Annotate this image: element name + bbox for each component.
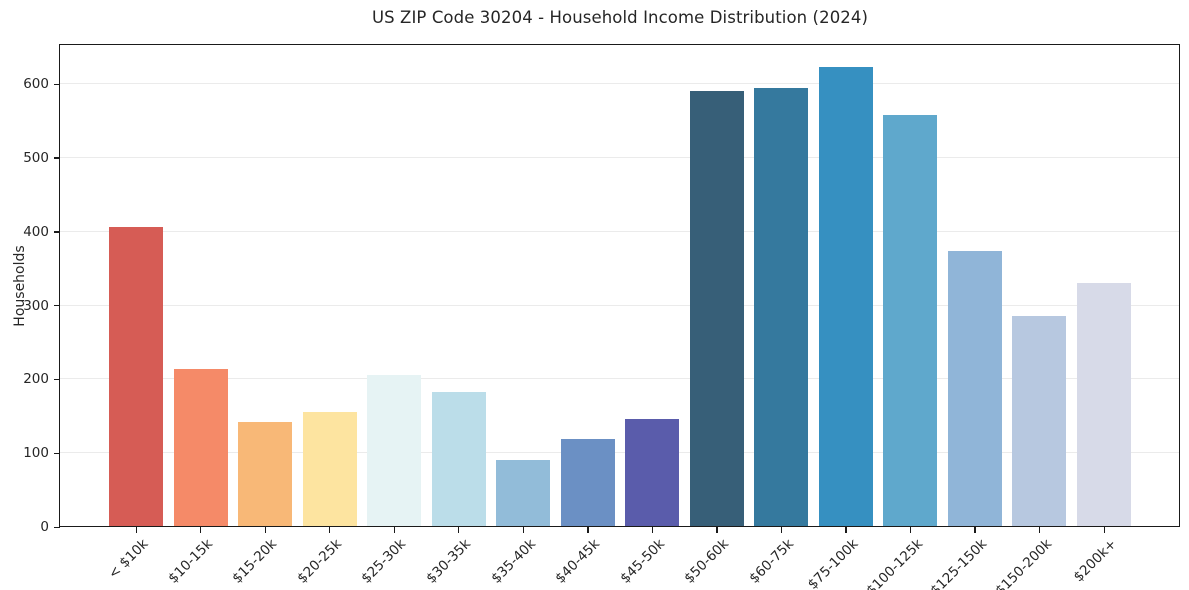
y-tick-mark xyxy=(54,83,60,85)
y-tick-mark xyxy=(54,305,60,307)
x-tick-label: $30-35k xyxy=(423,536,474,587)
bar xyxy=(173,368,228,526)
gridline xyxy=(60,156,1179,158)
x-tick-mark xyxy=(974,527,976,533)
bar xyxy=(883,114,938,526)
x-tick-mark xyxy=(393,527,395,533)
y-tick-label: 400 xyxy=(23,223,49,240)
x-tick-mark xyxy=(651,527,654,533)
bar xyxy=(367,374,422,526)
gridline xyxy=(60,230,1179,232)
bar xyxy=(754,88,809,526)
gridline xyxy=(60,304,1179,306)
bar xyxy=(560,438,615,526)
x-tick-label: $15-20k xyxy=(229,536,281,587)
x-tick-label: $75-100k xyxy=(804,536,862,590)
x-tick-label: $20-25k xyxy=(294,536,345,587)
y-tick-label: 300 xyxy=(23,297,49,314)
x-tick-label: $200k+ xyxy=(1070,536,1120,586)
bar xyxy=(496,459,551,526)
y-tick-label: 500 xyxy=(23,149,49,166)
y-axis-label: Households xyxy=(12,245,28,327)
plot-area xyxy=(59,44,1180,527)
x-tick-mark xyxy=(264,527,266,533)
gridline xyxy=(60,83,1179,85)
y-tick-mark xyxy=(54,157,60,159)
y-tick-mark xyxy=(54,378,60,381)
x-tick-mark xyxy=(716,527,718,533)
y-tick-mark xyxy=(54,452,60,454)
y-tick-label: 200 xyxy=(23,371,49,388)
bar xyxy=(947,250,1002,526)
x-tick-mark xyxy=(135,527,137,533)
bar xyxy=(818,66,873,526)
x-tick-label: $60-75k xyxy=(745,536,797,587)
x-tick-mark xyxy=(1103,527,1105,533)
x-tick-mark xyxy=(845,527,847,533)
x-tick-label: $150-200k xyxy=(991,536,1055,590)
bar xyxy=(109,227,163,526)
bar xyxy=(238,421,293,526)
x-tick-mark xyxy=(780,527,783,533)
x-tick-label: $40-45k xyxy=(552,536,604,587)
x-tick-mark xyxy=(587,527,589,533)
x-tick-label: $35-40k xyxy=(487,536,539,587)
x-tick-label: $100-125k xyxy=(862,536,926,590)
x-tick-label: $125-150k xyxy=(927,536,991,590)
chart-title: US ZIP Code 30204 - Household Income Dis… xyxy=(371,8,869,27)
x-tick-label: $10-15k xyxy=(165,536,216,587)
bar xyxy=(431,392,486,526)
bar xyxy=(625,418,680,526)
bar xyxy=(689,90,744,526)
gridline xyxy=(60,452,1179,454)
x-tick-mark xyxy=(1038,527,1041,533)
x-tick-label: < $10k xyxy=(105,536,152,583)
y-tick-label: 0 xyxy=(40,519,49,535)
bar xyxy=(1077,283,1131,526)
y-tick-mark xyxy=(54,526,60,528)
gridline xyxy=(60,378,1179,380)
x-tick-label: $45-50k xyxy=(616,536,668,587)
x-tick-mark xyxy=(200,527,202,533)
x-tick-mark xyxy=(522,527,524,533)
x-tick-mark xyxy=(458,527,460,533)
bar xyxy=(1012,316,1067,526)
y-tick-label: 100 xyxy=(23,445,49,462)
x-tick-label: $25-30k xyxy=(358,536,410,587)
y-tick-mark xyxy=(54,231,60,233)
x-tick-mark xyxy=(909,527,912,533)
bar xyxy=(302,411,357,526)
x-tick-label: $50-60k xyxy=(681,536,733,587)
x-tick-mark xyxy=(329,527,331,533)
y-tick-label: 600 xyxy=(23,76,49,93)
